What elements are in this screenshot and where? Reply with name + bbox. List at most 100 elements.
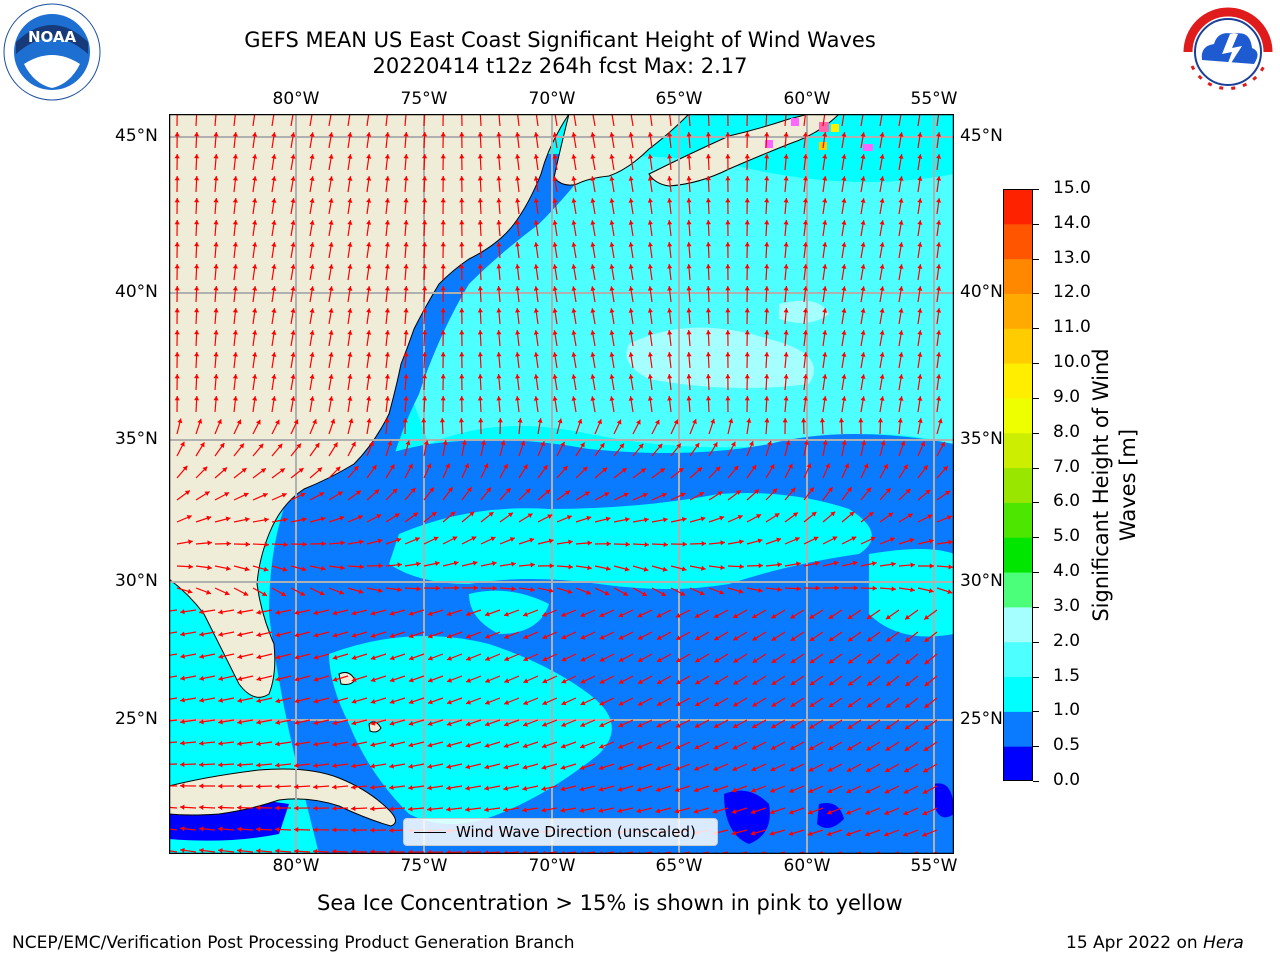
wind-wave-arrow: [423, 114, 426, 127]
wind-wave-arrowhead: [333, 442, 338, 448]
wind-wave-arrowhead: [414, 537, 420, 542]
wind-wave-arrowhead: [504, 611, 509, 617]
colorbar-tick-label: 10.0: [1053, 352, 1091, 373]
wind-wave-arrowhead: [557, 418, 563, 424]
wind-wave-arrowhead: [256, 632, 262, 638]
wind-wave-arrowhead: [504, 656, 510, 661]
wind-wave-arrowhead: [370, 610, 376, 616]
wind-wave-arrowhead: [370, 742, 376, 748]
wind-wave-arrowhead: [283, 517, 288, 523]
wind-wave-arrowhead: [540, 441, 545, 447]
wind-wave-arrowhead: [619, 443, 625, 449]
wind-wave-arrowhead: [811, 511, 817, 517]
wind-wave-arrowhead: [846, 767, 852, 772]
wind-wave-arrowhead: [628, 132, 634, 137]
wind-wave-arrowhead: [252, 330, 258, 335]
wind-wave-arrowhead: [604, 492, 610, 497]
wind-wave-arrowhead: [275, 826, 280, 833]
colorbar: [1003, 189, 1033, 781]
wind-wave-arrowhead: [686, 286, 692, 291]
wind-wave-arrowhead: [484, 764, 490, 770]
wind-wave-arrowhead: [744, 242, 750, 247]
wind-wave-arrowhead: [490, 536, 496, 542]
wind-wave-arrowhead: [459, 242, 465, 247]
wind-wave-arrowhead: [309, 352, 315, 357]
wind-wave-arrowhead: [587, 565, 592, 571]
wind-wave-arrowhead: [731, 809, 737, 814]
wind-wave-arrowhead: [560, 743, 566, 749]
wind-wave-arrowhead: [422, 176, 428, 181]
wind-wave-arrowhead: [440, 132, 446, 137]
wind-wave-arrow: [841, 114, 845, 127]
wind-wave-arrowhead: [552, 352, 558, 357]
wind-wave-arrowhead: [496, 154, 502, 159]
wind-wave-arrowhead: [403, 264, 409, 269]
wind-wave-arrowhead: [477, 308, 483, 313]
lat-label-left: 45°N: [115, 126, 158, 146]
wind-wave-arrowhead: [788, 463, 793, 469]
wind-wave-arrowhead: [422, 132, 428, 137]
wind-wave-arrowhead: [822, 242, 828, 247]
wind-wave-arrowhead: [725, 176, 731, 181]
wind-wave-arrowhead: [693, 808, 699, 814]
wind-wave-arrowhead: [377, 587, 383, 593]
colorbar-tick-mark: [1033, 641, 1039, 643]
wind-wave-arrowhead: [465, 764, 471, 770]
wind-wave-arrowhead: [609, 220, 615, 225]
colorbar-tick-label: 4.0: [1053, 561, 1081, 582]
wind-wave-arrowhead: [947, 589, 953, 595]
wind-wave-arrow: [649, 114, 653, 127]
wind-wave-arrowhead: [790, 702, 796, 707]
wind-wave-arrowhead: [485, 633, 491, 639]
wind-wave-arrowhead: [347, 154, 353, 159]
wind-wave-arrowhead: [764, 396, 770, 401]
wind-wave-arrowhead: [224, 590, 230, 596]
colorbar-tick-label: 7.0: [1053, 456, 1081, 477]
wind-wave-arrowhead: [936, 220, 942, 225]
wind-wave-arrowhead: [244, 566, 250, 572]
colorbar-tick-mark: [1033, 293, 1039, 295]
wind-wave-arrowhead: [484, 721, 490, 727]
wind-wave-arrowhead: [347, 330, 353, 335]
wind-wave-arrowhead: [523, 611, 529, 617]
wind-wave-arrowhead: [771, 680, 777, 685]
wind-wave-arrowhead: [541, 764, 547, 770]
wind-wave-arrowhead: [789, 788, 795, 793]
wind-wave-arrowhead: [496, 352, 502, 357]
wind-wave-arrowhead: [827, 487, 833, 493]
wind-wave-arrowhead: [860, 352, 866, 357]
wind-wave-arrowhead: [580, 634, 586, 640]
wind-wave-arrowhead: [809, 724, 815, 729]
wind-wave-arrowhead: [770, 745, 776, 750]
wind-wave-arrowhead: [599, 722, 605, 728]
wind-wave-arrowhead: [523, 634, 529, 639]
colorbar-tick-label: 0.0: [1053, 770, 1081, 790]
wind-wave-arrowhead: [770, 766, 776, 772]
lat-label-right: 45°N: [960, 126, 1003, 146]
footer-date: 15 Apr 2022 on: [1066, 933, 1204, 953]
wind-wave-arrowhead: [885, 724, 891, 730]
wind-wave-arrowhead: [527, 513, 533, 519]
wind-wave-arrowhead: [366, 198, 372, 203]
colorbar-tick-label: 1.0: [1053, 700, 1081, 721]
wind-wave-arrowhead: [446, 721, 452, 727]
wind-wave-arrowhead: [281, 492, 287, 498]
wind-wave-arrowhead: [523, 678, 529, 684]
wind-wave-arrowhead: [647, 198, 653, 203]
wind-wave-arrowhead: [757, 538, 763, 544]
wind-wave-arrowhead: [628, 220, 634, 225]
wind-wave-arrowhead: [239, 443, 244, 449]
wind-wave-arrowhead: [332, 632, 338, 638]
wind-wave-arrowhead: [590, 396, 596, 401]
wind-wave-arrow: [252, 114, 256, 127]
wind-wave-arrowhead: [237, 826, 242, 832]
wind-wave-arrowhead: [719, 515, 725, 521]
wind-wave-arrowhead: [657, 443, 663, 449]
wind-wave-arrowhead: [427, 742, 433, 748]
wind-wave-arrowhead: [928, 588, 934, 594]
wind-wave-arrowhead: [676, 679, 682, 685]
wind-wave-arrowhead: [359, 564, 364, 570]
wind-wave-arrowhead: [560, 786, 566, 792]
wind-wave-arrowhead: [849, 511, 855, 517]
wind-wave-arrowhead: [202, 466, 208, 472]
